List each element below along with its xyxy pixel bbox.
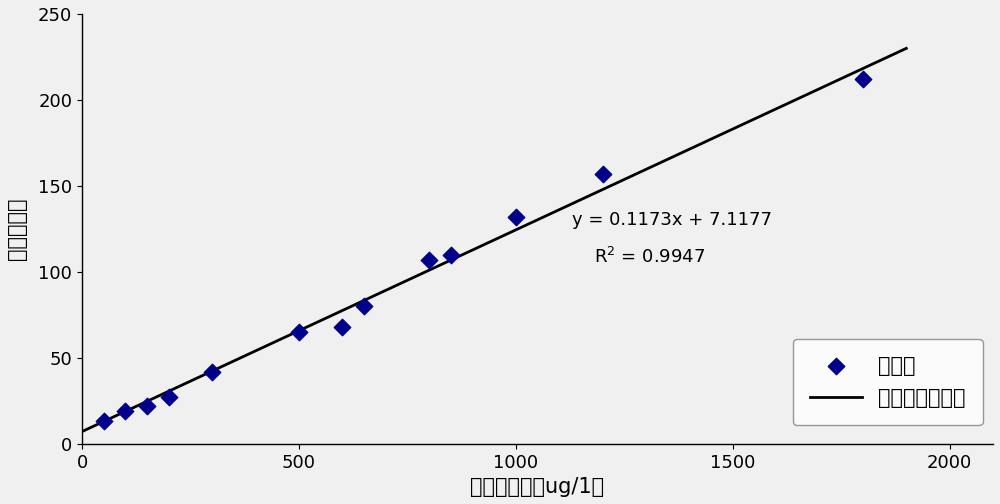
荧光値 (356, 302, 372, 310)
Legend: 荧光値, 线性（荧光値）: 荧光値, 线性（荧光値） (793, 339, 983, 425)
荧光値 (96, 417, 112, 425)
荧光値 (139, 402, 155, 410)
Text: y = 0.1173x + 7.1177: y = 0.1173x + 7.1177 (572, 211, 772, 229)
荧光値 (334, 323, 350, 331)
X-axis label: 叶绿素浓度（ug/1）: 叶绿素浓度（ug/1） (470, 477, 605, 497)
荧光値 (443, 250, 459, 259)
荧光値 (117, 407, 133, 415)
Y-axis label: 荧光强度値: 荧光强度値 (7, 198, 27, 260)
荧光値 (204, 367, 220, 375)
荧光値 (508, 213, 524, 221)
Text: R$^2$ = 0.9947: R$^2$ = 0.9947 (594, 246, 705, 267)
荧光値 (855, 75, 871, 83)
荧光値 (161, 393, 177, 401)
荧光値 (291, 328, 307, 336)
荧光値 (421, 256, 437, 264)
荧光値 (595, 170, 611, 178)
